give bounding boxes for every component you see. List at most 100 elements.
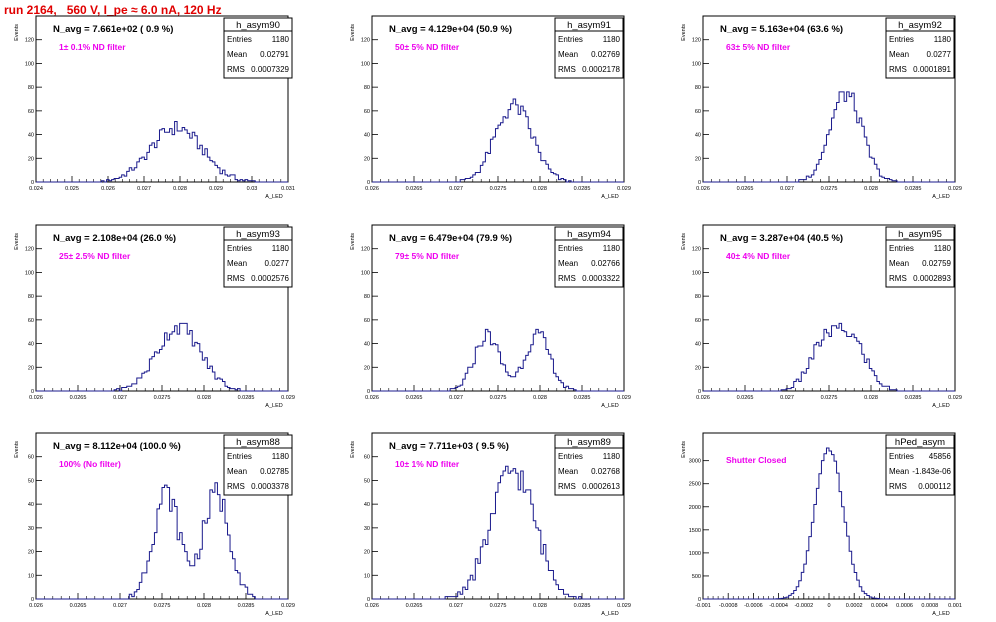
y-tick-label: 60 (695, 109, 701, 115)
y-tick-label: 120 (25, 247, 34, 253)
stat-label: Entries (558, 244, 583, 253)
y-axis-title: Events (14, 233, 20, 250)
x-tick-label: 0.0265 (70, 603, 87, 609)
x-tick-label: 0.028 (197, 603, 211, 609)
histogram-name: h_asym90 (236, 20, 280, 31)
stat-value: 1180 (603, 35, 621, 44)
stat-label: RMS (889, 274, 907, 283)
stats-box-frame (554, 226, 624, 288)
y-tick-label: 80 (695, 294, 701, 300)
histogram-name: h_asym95 (898, 229, 942, 240)
x-tick-label: 0.026 (365, 186, 379, 192)
x-tick-label: 0.026 (696, 186, 710, 192)
y-tick-label: 10 (364, 573, 370, 579)
x-tick-label: 0.0285 (905, 395, 922, 401)
histogram-line-h_asym95 (703, 322, 955, 392)
x-tick-label: 0.025 (65, 186, 79, 192)
x-tick-label: 0.0008 (921, 603, 938, 609)
x-axis-title: A_LED (265, 403, 282, 409)
y-tick-label: 0 (698, 597, 701, 603)
x-tick-label: 0.028 (173, 186, 187, 192)
stat-label: Mean (558, 50, 578, 59)
x-tick-label: -0.0004 (769, 603, 788, 609)
y-tick-label: 120 (692, 38, 701, 44)
y-axis-title: Events (350, 24, 356, 41)
y-tick-label: 80 (28, 294, 34, 300)
y-tick-label: 40 (364, 133, 370, 139)
x-tick-label: 0.0275 (490, 186, 507, 192)
x-tick-label: 0.026 (29, 603, 43, 609)
headline-text: N_avg = 2.108e+04 (26.0 %) (53, 233, 176, 244)
y-tick-label: 120 (25, 38, 34, 44)
stat-label: RMS (227, 482, 245, 491)
x-tick-label: 0.0265 (737, 395, 754, 401)
x-tick-label: 0.0285 (238, 603, 255, 609)
headline-text: N_avg = 6.479e+04 (79.9 %) (389, 233, 512, 244)
histogram-panel-h_asym90: 0.024 0.025 0.026 0.027 0.028 0.029 0.03 0.031 0… (14, 15, 295, 200)
stat-value: 0.0002178 (582, 65, 620, 74)
x-tick-label: 0.0275 (821, 395, 838, 401)
stat-value: 0.02759 (922, 259, 951, 268)
x-tick-label: 0.028 (533, 186, 547, 192)
y-tick-label: 20 (28, 550, 34, 556)
x-tick-label: -0.0002 (794, 603, 813, 609)
y-axis-title: Events (14, 441, 20, 458)
stats-box: h_asym94 Entries 1180 Mean 0.02766 RMS 0.00033… (554, 226, 624, 288)
y-tick-label: 100 (361, 270, 370, 276)
x-tick-label: 0 (827, 603, 830, 609)
y-tick-label: 20 (28, 365, 34, 371)
stat-label: Mean (889, 259, 909, 268)
stats-box: hPed_asym Entries 45856 Mean -1.843e-06 RMS 0.… (885, 434, 955, 496)
stat-label: RMS (889, 65, 907, 74)
stats-box-frame (885, 434, 955, 496)
x-tick-label: 0.0265 (406, 395, 423, 401)
x-tick-label: 0.026 (365, 395, 379, 401)
filter-annotation: 50± 5% ND filter (395, 42, 460, 52)
y-tick-label: 100 (25, 61, 34, 67)
stat-label: Mean (889, 467, 909, 476)
y-tick-label: 100 (25, 270, 34, 276)
x-tick-label: 0.027 (113, 603, 127, 609)
y-tick-label: 30 (28, 526, 34, 532)
x-tick-label: 0.027 (780, 395, 794, 401)
x-tick-label: 0.0285 (574, 186, 591, 192)
stat-value: 0.02791 (260, 50, 289, 59)
stat-value: -1.843e-06 (912, 467, 951, 476)
y-tick-label: 40 (695, 342, 701, 348)
y-tick-label: 2000 (689, 505, 701, 511)
stat-value: 0.0002893 (913, 274, 951, 283)
y-tick-label: 20 (364, 365, 370, 371)
histogram-line-h_asym94 (372, 328, 624, 392)
headline-text: N_avg = 3.287e+04 (40.5 %) (720, 233, 843, 244)
headline-text: N_avg = 7.711e+03 ( 9.5 %) (389, 441, 509, 452)
y-axis-title: Events (350, 441, 356, 458)
histogram-panel-h_asym92: 0.026 0.0265 0.027 0.0275 0.028 0.0285 0.029 0 2… (681, 15, 962, 200)
stat-value: 1180 (603, 244, 621, 253)
y-axis-title: Events (681, 24, 687, 41)
y-axis-title: Events (14, 24, 20, 41)
stat-label: Mean (227, 50, 247, 59)
filter-annotation: 40± 4% ND filter (726, 251, 791, 261)
stat-value: 0.0007329 (251, 65, 289, 74)
x-tick-label: 0.0285 (238, 395, 255, 401)
stat-value: 0.0277 (265, 259, 290, 268)
histogram-name: h_asym88 (236, 437, 280, 448)
x-tick-label: 0.0275 (490, 395, 507, 401)
x-tick-label: 0.0275 (821, 186, 838, 192)
y-tick-label: 0 (31, 180, 34, 186)
stats-box: h_asym95 Entries 1180 Mean 0.02759 RMS 0.00028… (885, 226, 955, 288)
stats-box: h_asym91 Entries 1180 Mean 0.02769 RMS 0.00021… (554, 17, 624, 79)
stat-label: Mean (227, 467, 247, 476)
stat-label: Entries (558, 35, 583, 44)
x-tick-label: 0.0265 (406, 186, 423, 192)
x-tick-label: 0.0275 (154, 603, 171, 609)
y-tick-label: 40 (364, 342, 370, 348)
x-tick-label: 0.0275 (490, 603, 507, 609)
stat-label: RMS (558, 482, 576, 491)
x-tick-label: 0.026 (365, 603, 379, 609)
y-tick-label: 500 (692, 574, 701, 580)
headline-text: N_avg = 4.129e+04 (50.9 %) (389, 24, 512, 35)
stat-value: 1180 (272, 35, 290, 44)
